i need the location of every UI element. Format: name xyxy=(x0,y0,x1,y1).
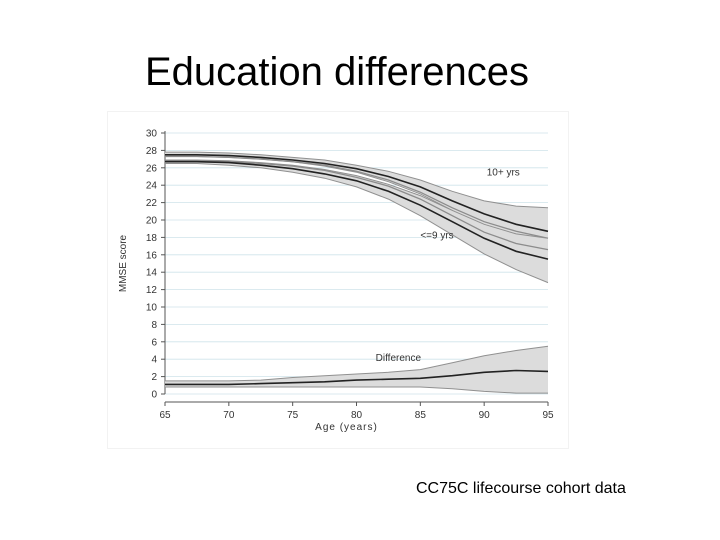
confidence-band-1 xyxy=(165,160,548,283)
x-tick-label: 65 xyxy=(159,410,171,421)
annotation-label: <=9 yrs xyxy=(420,230,453,241)
y-tick-label: 4 xyxy=(151,355,157,366)
chart-figure: 0 2 4 6 8 10 12 14 16 18 20 22 24 26 28 30 65 70 75 80 85 90 9… xyxy=(108,112,568,448)
band-upper-edge-0 xyxy=(165,151,549,209)
series-line-0 xyxy=(165,153,549,233)
slide-caption: CC75C lifecourse cohort data xyxy=(416,480,626,497)
y-tick-label: 18 xyxy=(146,233,158,244)
band-lower-edge-2 xyxy=(165,386,548,394)
series-line-2 xyxy=(165,369,549,386)
y-tick-label: 8 xyxy=(151,320,157,331)
x-tick-label: 80 xyxy=(351,410,363,421)
band-upper-edge-1 xyxy=(165,159,549,239)
annotation-label: Difference xyxy=(376,353,422,364)
y-tick-label: 22 xyxy=(146,198,158,209)
y-tick-label: 10 xyxy=(146,303,158,314)
inner-line-0 xyxy=(165,155,549,239)
y-tick-label: 30 xyxy=(146,129,158,140)
band-upper-edge-2 xyxy=(165,345,549,382)
y-tick-label: 28 xyxy=(146,146,158,157)
x-tick-label: 70 xyxy=(223,410,235,421)
y-tick-label: 6 xyxy=(151,337,157,348)
y-tick-label: 16 xyxy=(146,250,158,261)
y-tick-label: 20 xyxy=(146,216,158,227)
y-tick-label: 2 xyxy=(151,372,157,383)
x-tick-label: 75 xyxy=(287,410,299,421)
y-tick-label: 0 xyxy=(151,390,157,401)
y-tick-label: 24 xyxy=(146,181,158,192)
inner-line-1 xyxy=(165,160,549,251)
annotation-label: 10+ yrs xyxy=(487,168,520,179)
slide-title: Education differences xyxy=(145,50,529,94)
confidence-band-2 xyxy=(165,346,548,394)
y-tick-label: 14 xyxy=(146,268,158,279)
y-axis-title: MMSE score xyxy=(118,234,129,292)
x-tick-label: 90 xyxy=(479,410,491,421)
series-line-1 xyxy=(165,160,549,260)
x-axis-title: Age (years) xyxy=(315,422,378,433)
band-lower-edge-1 xyxy=(165,163,549,284)
x-tick-label: 95 xyxy=(542,410,554,421)
y-tick-label: 26 xyxy=(146,163,158,174)
y-tick-label: 12 xyxy=(146,285,158,296)
x-tick-label: 85 xyxy=(415,410,427,421)
